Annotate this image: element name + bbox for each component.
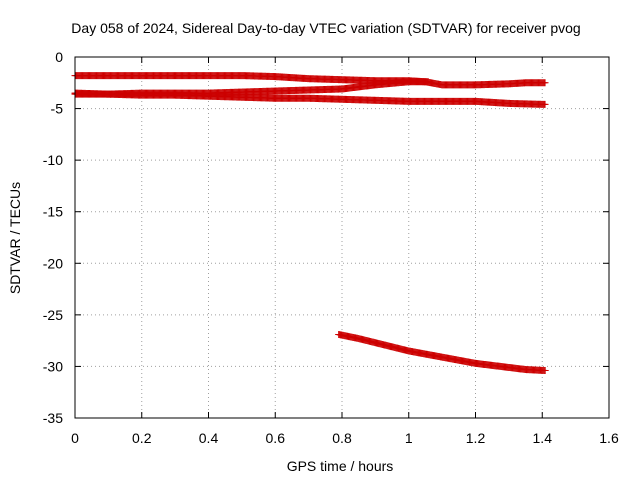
x-tick-label: 1.2 [466, 430, 486, 446]
x-tick-label: 0.8 [332, 430, 352, 446]
x-tick-label: 0.4 [199, 430, 219, 446]
x-tick-label: 0.2 [132, 430, 152, 446]
y-tick-label: 0 [55, 49, 63, 65]
y-tick-label: -35 [43, 410, 63, 426]
y-axis-label: SDTVAR / TECUs [7, 182, 23, 294]
axis-ticks: 0 0.2 0.4 0.6 0.8 1 1.2 1.4 1.6 0 -5 -10 -15 -20 -25 -3… [43, 49, 619, 446]
x-tick-label: 0.6 [266, 430, 286, 446]
x-tick-label: 1 [405, 430, 413, 446]
y-tick-label: -10 [43, 152, 63, 168]
data-point [541, 100, 549, 108]
chart-title: Day 058 of 2024, Sidereal Day-to-day VTE… [71, 20, 580, 36]
y-tick-label: -15 [43, 204, 63, 220]
series-track-d [335, 330, 549, 375]
grid-lines [75, 57, 609, 418]
data-point [424, 78, 432, 86]
x-tick-label: 1.6 [599, 430, 619, 446]
data-points [71, 72, 549, 375]
y-tick-label: -5 [51, 101, 64, 117]
x-axis-label: GPS time / hours [287, 458, 394, 474]
y-tick-label: -20 [43, 255, 63, 271]
data-point [541, 367, 549, 375]
series-track-a [71, 72, 549, 89]
y-tick-label: -25 [43, 307, 63, 323]
y-tick-label: -30 [43, 358, 63, 374]
x-tick-label: 0 [71, 430, 79, 446]
data-point [541, 79, 549, 87]
x-tick-label: 1.4 [533, 430, 553, 446]
